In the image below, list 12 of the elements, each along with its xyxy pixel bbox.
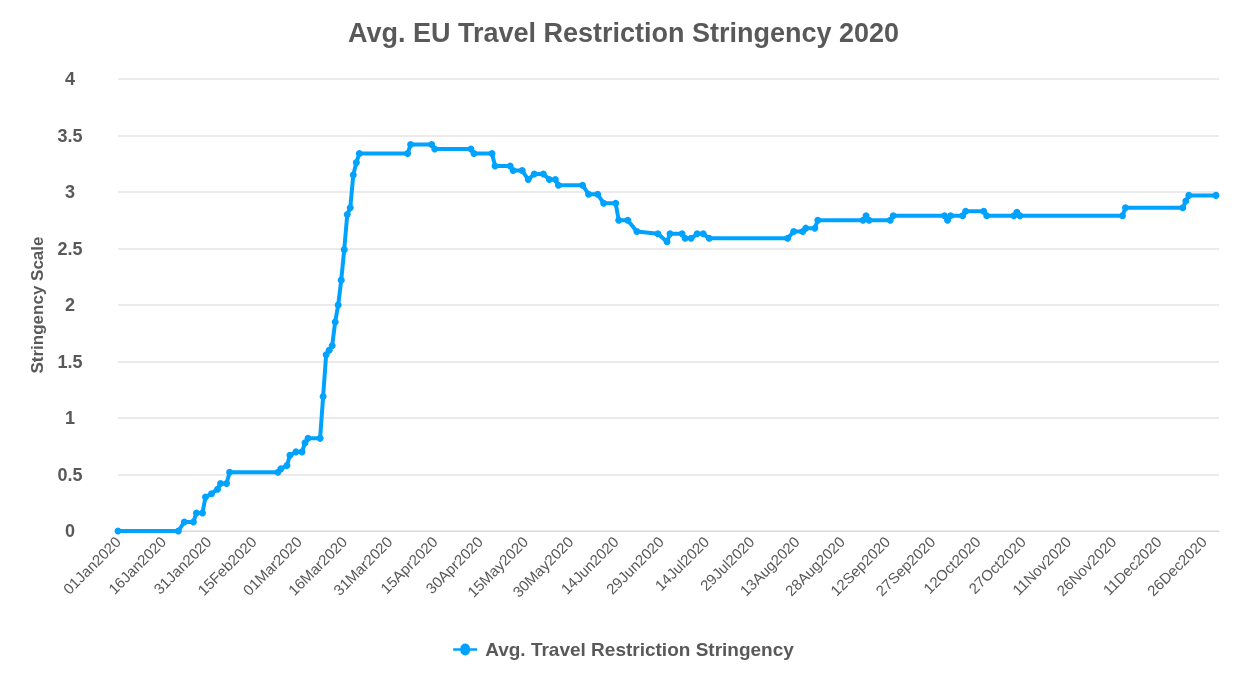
y-tick-label: 2 [64,295,76,315]
y-tick-label: 0 [64,521,76,541]
legend-label: Avg. Travel Restriction Stringency [485,639,795,660]
y-axis-title: Stringency Scale [28,236,47,374]
y-tick-label: 1.5 [57,351,83,372]
y-tick-label: 3.5 [57,125,83,146]
y-tick-label: 4 [64,69,76,89]
y-tick-label: 3 [64,182,76,202]
y-tick-label: 0.5 [57,464,83,485]
y-tick-label: 1 [64,408,76,428]
chart-title: Avg. EU Travel Restriction Stringency 2020 [347,17,900,48]
y-tick-label: 2.5 [57,238,83,259]
